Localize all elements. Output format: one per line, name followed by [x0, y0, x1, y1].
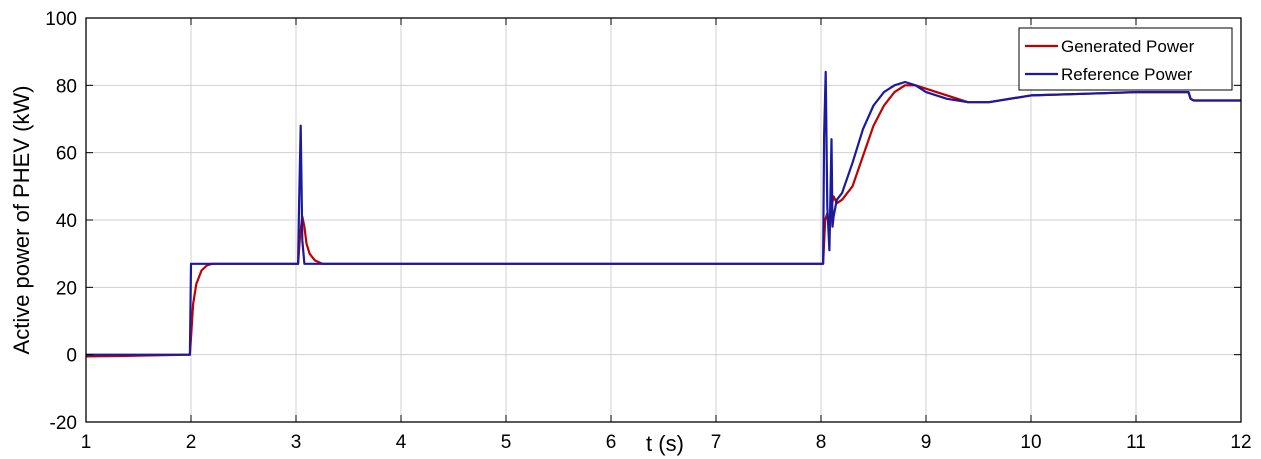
x-axis-label: t (s): [646, 431, 684, 456]
x-tick-label: 1: [81, 432, 92, 453]
x-tick-label: 5: [501, 432, 512, 453]
x-tick-label: 3: [291, 432, 302, 453]
legend-label-generated-power: Generated Power: [1061, 37, 1195, 56]
x-tick-label: 7: [711, 432, 722, 453]
x-tick-label: 6: [606, 432, 617, 453]
x-tick-label: 10: [1020, 432, 1041, 453]
series-layer: [85, 70, 1241, 358]
legend: Generated Power Reference Power: [1018, 27, 1233, 91]
x-tick-label: 9: [921, 432, 932, 453]
y-tick-label: 20: [56, 278, 77, 299]
x-tick-labels: 1 2 3 4 5 6 7 8 9 10 11 12: [81, 432, 1252, 453]
y-tick-label: -20: [50, 413, 77, 434]
y-tick-label: 80: [56, 76, 77, 97]
y-axis-label: Active power of PHEV (kW): [9, 86, 34, 355]
x-tick-label: 11: [1126, 432, 1146, 453]
series-line-reference-power: [86, 70, 1241, 356]
x-tick-label: 12: [1230, 432, 1251, 453]
y-tick-label: 40: [56, 211, 77, 232]
y-tick-label: 0: [66, 346, 77, 367]
y-tick-labels: -20 0 20 40 60 80 100: [45, 9, 77, 434]
y-tick-label: 100: [45, 9, 77, 30]
y-tick-label: 60: [56, 144, 77, 165]
tick-marks: [85, 17, 1242, 423]
x-tick-label: 8: [816, 432, 827, 453]
legend-box: [1018, 27, 1233, 91]
legend-label-reference-power: Reference Power: [1061, 65, 1193, 84]
x-tick-label: 4: [396, 432, 407, 453]
x-tick-label: 2: [186, 432, 197, 453]
